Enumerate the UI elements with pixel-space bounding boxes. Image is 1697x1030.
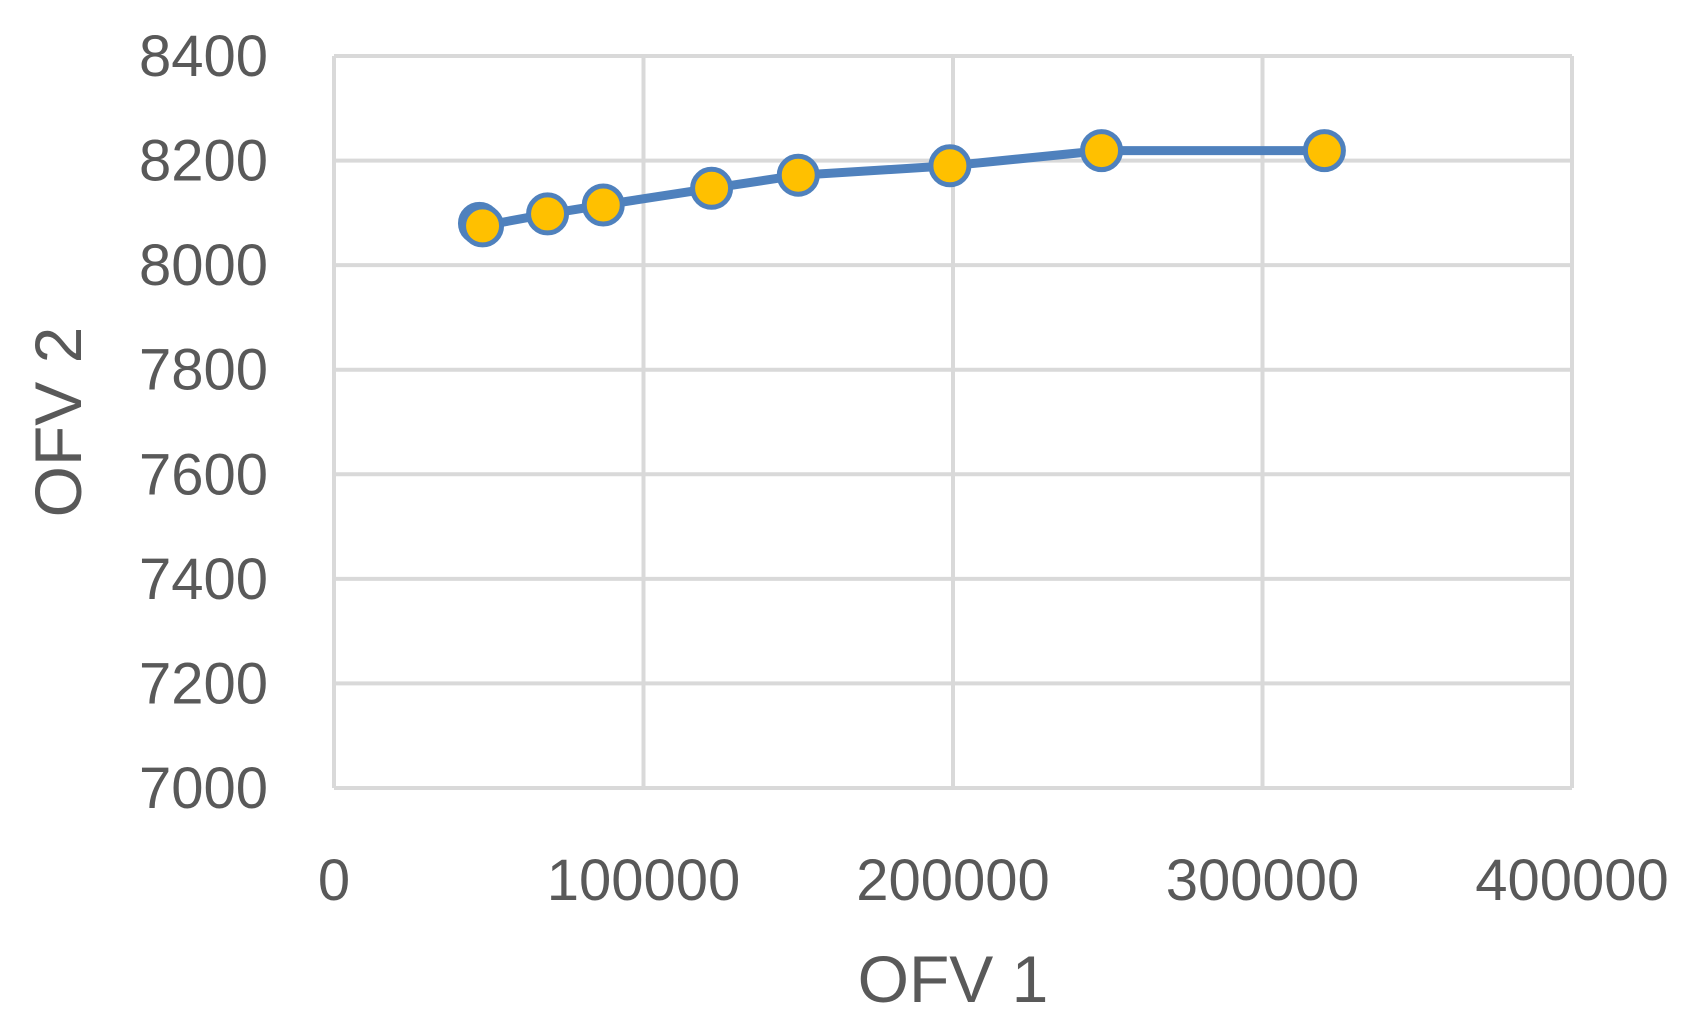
data-point: [1302, 129, 1346, 173]
x-tick-label: 100000: [547, 848, 741, 913]
data-point: [690, 166, 734, 210]
y-tick-label: 8000: [139, 233, 268, 298]
y-tick-label: 7400: [139, 547, 268, 612]
x-tick-label: 0: [318, 848, 350, 913]
y-tick-label: 7000: [139, 756, 268, 821]
data-point: [776, 153, 820, 197]
data-point: [461, 204, 505, 248]
y-tick-label: 7600: [139, 442, 268, 507]
data-point: [928, 144, 972, 188]
series: [457, 129, 1346, 248]
data-point: [526, 192, 570, 236]
y-tick-label: 8200: [139, 129, 268, 194]
x-tick-label: 200000: [856, 848, 1050, 913]
y-tick-label: 8400: [139, 24, 268, 89]
data-point: [1080, 129, 1124, 173]
data-point: [581, 183, 625, 227]
x-tick-label: 400000: [1475, 848, 1669, 913]
y-axis-title: OFV 2: [21, 327, 95, 518]
x-axis-title: OFV 1: [858, 942, 1049, 1016]
tick-labels: 7000 7200 7400 7600 7800 8000 8200 8400 0 100000 2…: [139, 24, 1669, 913]
y-tick-label: 7800: [139, 338, 268, 403]
y-tick-label: 7200: [139, 651, 268, 716]
x-tick-label: 300000: [1166, 848, 1360, 913]
